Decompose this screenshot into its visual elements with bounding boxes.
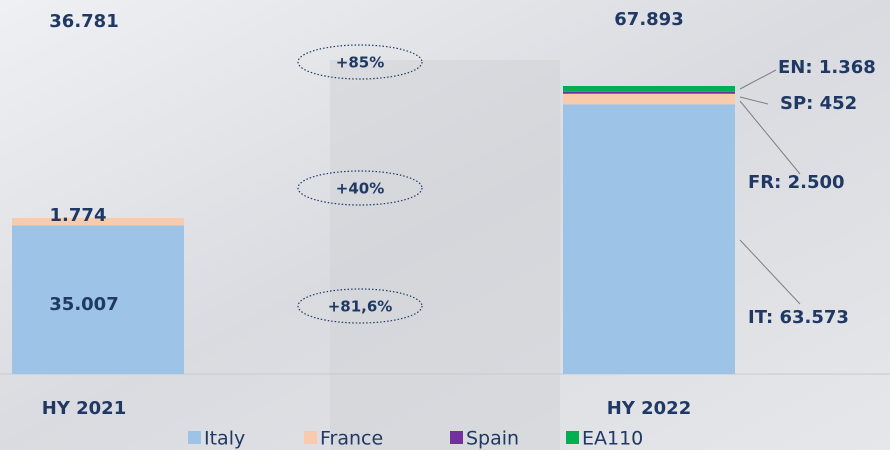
legend-label: EA110 xyxy=(582,428,643,450)
category-label: HY 2021 xyxy=(42,398,126,419)
growth-bubble xyxy=(297,288,423,324)
legend-label: Spain xyxy=(466,428,519,450)
bar-segment xyxy=(12,225,184,374)
legend-swatch xyxy=(566,431,579,444)
callout-line xyxy=(739,100,801,175)
growth-bubble xyxy=(297,44,423,80)
total-label: 36.781 xyxy=(49,11,118,32)
bar-segment xyxy=(563,86,735,92)
bar-segment xyxy=(563,104,735,374)
legend-swatch xyxy=(450,431,463,444)
background-building xyxy=(330,60,560,450)
legend-swatch xyxy=(188,431,201,444)
growth-label: +40% xyxy=(336,180,384,198)
value-label: 1.774 xyxy=(50,205,107,226)
bar-segment xyxy=(563,93,735,105)
callout-line xyxy=(739,96,769,105)
value-label: IT: 63.573 xyxy=(748,307,849,328)
callout-line xyxy=(739,69,777,90)
growth-label: +85% xyxy=(336,54,384,72)
growth-label: +81,6% xyxy=(328,298,393,316)
growth-bubble xyxy=(297,170,423,206)
callout-line xyxy=(739,239,801,305)
legend-label: Italy xyxy=(204,428,245,450)
value-label: 35.007 xyxy=(49,294,118,315)
category-label: HY 2022 xyxy=(607,398,691,419)
value-label: FR: 2.500 xyxy=(748,172,845,193)
legend-swatch xyxy=(304,431,317,444)
bar-segment xyxy=(12,217,184,226)
value-label: SP: 452 xyxy=(780,93,857,114)
value-label: EN: 1.368 xyxy=(778,57,876,78)
total-label: 67.893 xyxy=(614,9,683,30)
legend-label: France xyxy=(320,428,383,450)
bar-segment xyxy=(563,91,735,94)
